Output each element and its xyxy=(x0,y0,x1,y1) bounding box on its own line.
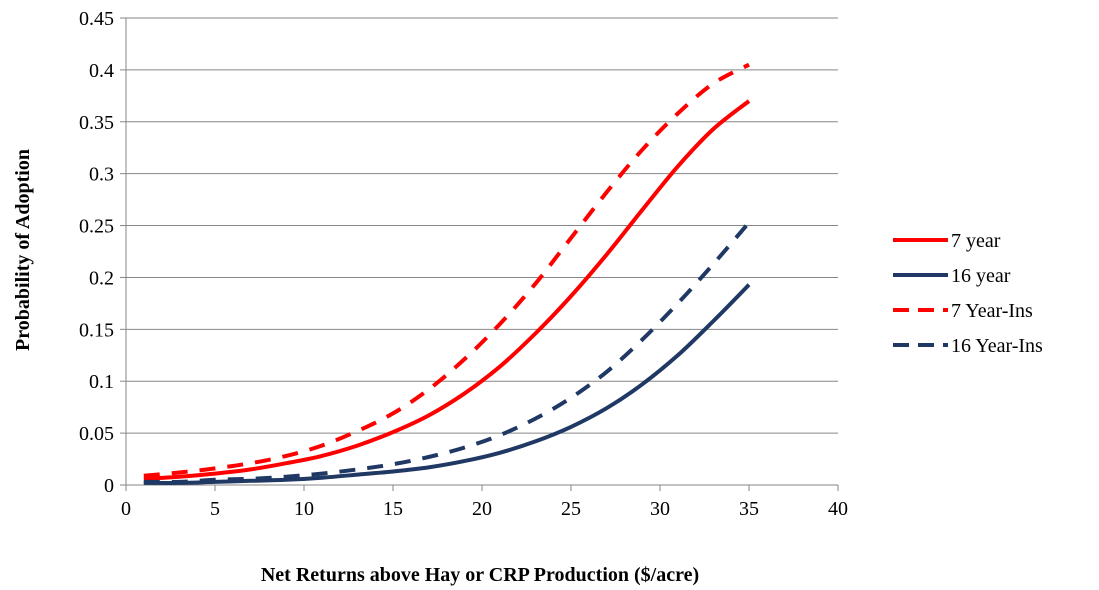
y-tick-label: 0.1 xyxy=(89,371,114,393)
legend-label: 7 Year-Ins xyxy=(951,300,1033,322)
tick-labels: 0 0.05 0.1 0.15 0.2 0.25 0.3 0.35 0.4 0.45 0 5 10 15 2… xyxy=(79,8,848,520)
x-tick-label: 25 xyxy=(561,498,581,520)
axes xyxy=(120,17,839,491)
series-line-16-year-ins xyxy=(143,221,751,485)
x-tick-label: 5 xyxy=(210,498,220,520)
series-line-7-year xyxy=(143,99,751,481)
x-tick-label: 30 xyxy=(650,498,670,520)
gridlines xyxy=(126,17,838,434)
y-tick-label: 0.05 xyxy=(79,423,114,445)
y-axis-title: Probability of Adoption xyxy=(12,149,34,351)
series-line-7-year-ins xyxy=(143,62,750,478)
x-axis-title: Net Returns above Hay or CRP Production … xyxy=(261,564,699,586)
legend-label: 7 year xyxy=(951,230,1001,252)
y-tick-label: 0.3 xyxy=(89,164,114,186)
legend-item: 7 Year-Ins xyxy=(893,300,1033,322)
y-tick-label: 0.25 xyxy=(79,216,114,238)
x-tick-label: 40 xyxy=(828,498,848,520)
legend-item: 16 Year-Ins xyxy=(893,335,1043,357)
x-tick-label: 35 xyxy=(739,498,759,520)
y-tick-label: 0.2 xyxy=(89,267,114,289)
y-tick-label: 0.4 xyxy=(89,60,114,82)
y-tick-label: 0.15 xyxy=(79,319,114,341)
series-lines xyxy=(143,62,751,485)
legend-item: 16 year xyxy=(893,265,1011,287)
y-tick-label: 0.35 xyxy=(79,112,114,134)
x-tick-label: 0 xyxy=(121,498,131,520)
legend-item: 7 year xyxy=(893,230,1001,252)
series-line-16-year xyxy=(143,283,751,485)
x-tick-label: 20 xyxy=(472,498,492,520)
legend: 7 year 16 year 7 Year-Ins 16 Year-Ins xyxy=(893,230,1043,357)
legend-label: 16 year xyxy=(951,265,1011,287)
y-tick-label: 0.45 xyxy=(79,8,114,30)
x-tick-label: 10 xyxy=(294,498,314,520)
legend-label: 16 Year-Ins xyxy=(951,335,1043,357)
x-tick-label: 15 xyxy=(383,498,403,520)
y-tick-label: 0 xyxy=(104,475,114,497)
